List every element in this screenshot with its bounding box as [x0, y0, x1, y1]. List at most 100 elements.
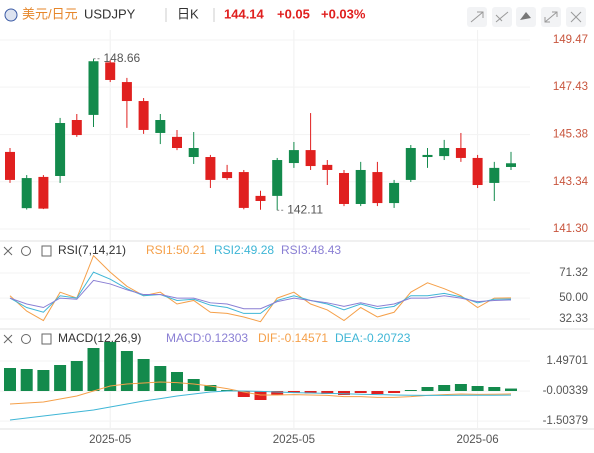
- macd-bar: [154, 366, 167, 391]
- y-tick-label: 149.47: [553, 34, 588, 46]
- candle-body: [255, 195, 266, 201]
- close-icon[interactable]: [3, 334, 13, 344]
- flag-icon: [4, 8, 18, 22]
- macd-bar: [371, 391, 384, 394]
- candle-body: [455, 147, 466, 158]
- macd-bar: [287, 391, 300, 393]
- y-tick-label: 50.00: [559, 292, 588, 304]
- y-tick-label: 147.43: [553, 81, 588, 93]
- price: 144.14: [224, 6, 265, 21]
- candle-body: [172, 136, 182, 148]
- line-series: [9, 279, 512, 310]
- panel-icon: [41, 245, 52, 257]
- x-tick-label: 2025-05: [89, 434, 131, 446]
- macd-bar: [70, 361, 83, 391]
- close-icon[interactable]: [3, 246, 13, 256]
- panel-icon: [41, 333, 52, 345]
- candle-body: [389, 182, 400, 204]
- y-tick-label: -1.50379: [543, 415, 588, 427]
- line-series: [9, 271, 512, 314]
- change: +0.05: [277, 6, 310, 21]
- macd-bar: [204, 385, 217, 391]
- macd-bar: [87, 348, 100, 391]
- x-tick-label: 2025-06: [456, 434, 498, 446]
- line-series: [9, 254, 512, 323]
- legend-entry: MACD:0.12303: [166, 331, 248, 345]
- candle-body: [238, 172, 249, 208]
- legend-entry: DIF:-0.14571: [258, 331, 328, 345]
- candle-body: [372, 172, 383, 204]
- macd-bar: [454, 384, 467, 391]
- y-tick-label: 141.30: [553, 223, 588, 235]
- legend-entry: RSI3:48.43: [281, 243, 341, 257]
- legend-entry: RSI2:49.28: [214, 243, 274, 257]
- macd-bar: [438, 385, 451, 391]
- candle-body: [439, 147, 450, 157]
- tool-icon: [495, 11, 509, 23]
- candle-body: [55, 123, 66, 176]
- macd-bar: [388, 391, 401, 393]
- y-tick-label: 32.33: [559, 313, 588, 325]
- macd-bar: [4, 368, 16, 391]
- candle-body: [105, 62, 116, 80]
- macd-bar: [321, 391, 334, 394]
- panel-controls: [3, 245, 52, 345]
- candle-body: [188, 147, 199, 158]
- candle-body: [71, 120, 82, 136]
- candle-body: [138, 101, 149, 130]
- tool-icon: [470, 11, 484, 23]
- legend-entry: DEA:-0.20723: [335, 331, 411, 345]
- tool-icon: [570, 11, 582, 23]
- macd-bar: [354, 391, 367, 393]
- macd-bar: [237, 391, 250, 397]
- settings-icon[interactable]: [21, 246, 31, 256]
- candle-body: [472, 157, 483, 186]
- candle-body: [506, 163, 516, 167]
- macd-bar: [488, 387, 501, 391]
- line-series: [9, 390, 512, 421]
- candle-body: [489, 167, 500, 183]
- y-tick-label: 143.34: [553, 176, 589, 188]
- macd-bar: [304, 391, 317, 394]
- candle-body: [205, 157, 216, 180]
- candle-body: [21, 178, 32, 209]
- y-tick-label: 71.32: [559, 267, 588, 279]
- tool-icon: [520, 12, 531, 20]
- pair-name[interactable]: 美元/日元: [22, 6, 78, 21]
- macd-bar: [421, 387, 434, 391]
- candle-body: [121, 82, 132, 102]
- period[interactable]: 日K: [177, 6, 199, 21]
- candle-body: [355, 169, 366, 204]
- toolbar: [467, 7, 586, 27]
- tool-icon: [544, 11, 558, 23]
- macd-bar: [171, 372, 183, 391]
- legend-entry: RSI1:50.21: [146, 243, 206, 257]
- macd-bar: [187, 379, 200, 391]
- macd-bar: [37, 370, 50, 391]
- macd-bar: [338, 391, 350, 395]
- candle-body: [155, 120, 166, 133]
- candle-body: [38, 176, 49, 209]
- y-tick-label: 1.49701: [546, 355, 588, 367]
- candle-body: [272, 160, 283, 196]
- candle-body: [222, 172, 233, 179]
- indicator-title: RSI(7,14,21): [58, 243, 126, 257]
- candle-body: [422, 154, 433, 158]
- candle-body: [322, 164, 333, 170]
- macd-bar: [505, 388, 517, 391]
- annotation: 148.66: [104, 51, 141, 65]
- candle-body: [88, 61, 99, 115]
- y-tick-label: 145.38: [553, 129, 588, 141]
- annotation: 142.11: [287, 202, 323, 216]
- indicator-title: MACD(12,26,9): [58, 331, 141, 345]
- macd-bar: [271, 391, 284, 395]
- macd-bar: [54, 365, 67, 391]
- macd-bar: [137, 359, 150, 391]
- macd-bar: [20, 369, 33, 391]
- symbol[interactable]: USDJPY: [84, 6, 136, 21]
- settings-icon[interactable]: [21, 334, 31, 344]
- x-tick-label: 2025-05: [273, 434, 315, 446]
- macd-bar: [104, 342, 117, 391]
